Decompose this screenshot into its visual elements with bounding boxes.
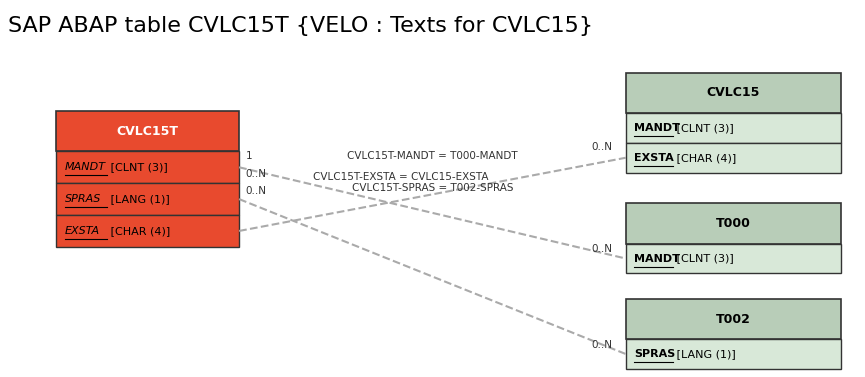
Text: MANDT: MANDT bbox=[634, 254, 681, 264]
Text: MANDT: MANDT bbox=[634, 123, 681, 133]
Text: 0..N: 0..N bbox=[592, 340, 612, 350]
Text: SAP ABAP table CVLC15T {VELO : Texts for CVLC15}: SAP ABAP table CVLC15T {VELO : Texts for… bbox=[8, 15, 593, 35]
Text: [CHAR (4)]: [CHAR (4)] bbox=[673, 153, 736, 163]
Text: [CLNT (3)]: [CLNT (3)] bbox=[673, 123, 734, 133]
Text: CVLC15T: CVLC15T bbox=[117, 125, 179, 138]
Text: T000: T000 bbox=[716, 217, 751, 230]
Bar bbox=[56, 151, 239, 183]
Text: [CLNT (3)]: [CLNT (3)] bbox=[107, 162, 168, 172]
Text: SPRAS: SPRAS bbox=[634, 349, 676, 359]
Bar bbox=[56, 215, 239, 247]
Text: 0..N: 0..N bbox=[592, 244, 612, 254]
Bar bbox=[626, 203, 841, 244]
Text: MANDT: MANDT bbox=[65, 162, 106, 172]
Bar bbox=[626, 143, 841, 173]
Text: 0..N: 0..N bbox=[246, 169, 266, 179]
Text: 0..N: 0..N bbox=[592, 143, 612, 152]
Text: T002: T002 bbox=[716, 313, 751, 325]
Bar bbox=[626, 113, 841, 143]
Text: [CHAR (4)]: [CHAR (4)] bbox=[107, 226, 170, 236]
Text: CVLC15T-EXSTA = CVLC15-EXSTA: CVLC15T-EXSTA = CVLC15-EXSTA bbox=[312, 172, 488, 182]
Text: EXSTA: EXSTA bbox=[65, 226, 100, 236]
Text: CVLC15T-MANDT = T000-MANDT: CVLC15T-MANDT = T000-MANDT bbox=[347, 151, 518, 161]
Bar bbox=[626, 339, 841, 369]
Text: 1: 1 bbox=[246, 151, 253, 161]
Text: EXSTA: EXSTA bbox=[634, 153, 674, 163]
Text: [LANG (1)]: [LANG (1)] bbox=[673, 349, 736, 359]
Bar bbox=[626, 73, 841, 113]
Text: CVLC15: CVLC15 bbox=[707, 86, 760, 100]
Text: [LANG (1)]: [LANG (1)] bbox=[107, 194, 170, 204]
Bar bbox=[56, 111, 239, 151]
Text: SPRAS: SPRAS bbox=[65, 194, 101, 204]
Bar bbox=[626, 244, 841, 273]
Text: CVLC15T-SPRAS = T002-SPRAS: CVLC15T-SPRAS = T002-SPRAS bbox=[352, 183, 513, 193]
Bar bbox=[56, 183, 239, 215]
Text: 0..N: 0..N bbox=[246, 186, 266, 196]
Bar bbox=[626, 299, 841, 339]
Text: [CLNT (3)]: [CLNT (3)] bbox=[673, 254, 734, 264]
